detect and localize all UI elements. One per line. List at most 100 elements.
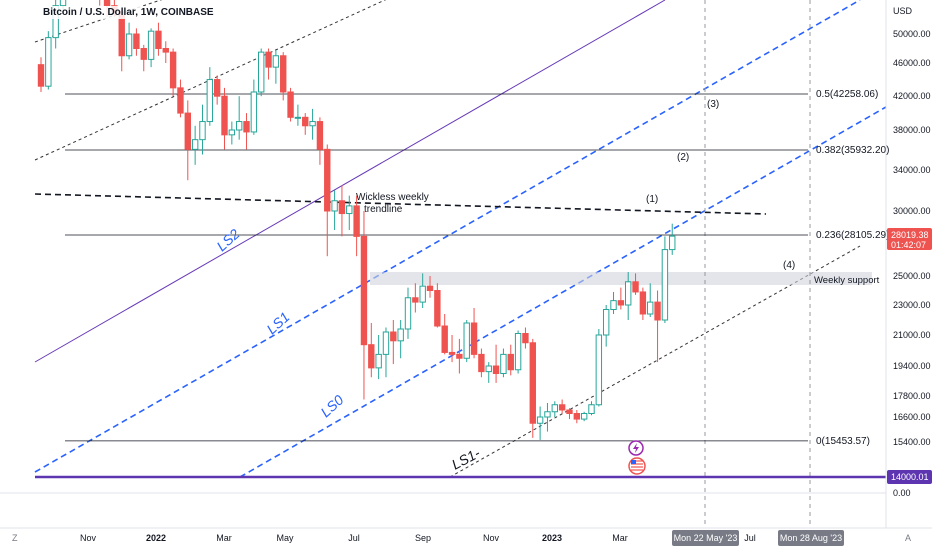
candle[interactable] [463,320,470,363]
candle[interactable] [588,401,595,416]
candle[interactable] [272,49,280,84]
candle[interactable] [331,190,338,231]
candle[interactable] [397,320,404,359]
y-tick-label: 15400.00 [893,437,931,447]
candle[interactable] [97,0,102,6]
candle[interactable] [602,305,610,347]
candle[interactable] [125,22,133,60]
candle[interactable] [522,327,529,349]
candle-body [213,79,221,97]
candle[interactable] [199,104,206,155]
candle[interactable] [250,79,258,135]
candle[interactable] [617,287,625,310]
candle[interactable] [221,87,228,150]
candle[interactable] [309,108,316,140]
candle[interactable] [551,401,558,417]
candle[interactable] [492,344,500,383]
candle-body [536,416,544,424]
candle[interactable] [162,41,169,63]
candle[interactable] [302,113,309,135]
candle[interactable] [258,48,265,97]
candle[interactable] [647,283,654,317]
y-tick-label: 25000.00 [893,271,931,281]
candle[interactable] [573,410,581,424]
y-tick-label: 50000.00 [893,29,931,39]
candle[interactable] [191,125,199,165]
candle-body [235,121,243,131]
candle[interactable] [37,57,45,92]
candle-body [529,342,536,424]
candle[interactable] [514,330,522,374]
candle[interactable] [529,338,536,438]
candle-body [52,5,59,39]
candle[interactable] [470,308,478,359]
candle[interactable] [353,195,360,257]
candle[interactable] [419,273,426,308]
candle[interactable] [544,403,551,432]
y-tick-label: 17800.00 [893,391,931,401]
candle[interactable] [478,348,485,378]
candle[interactable] [595,329,603,407]
lightning-icon[interactable] [628,440,644,456]
y-tick-label: 46000.00 [893,58,931,68]
fib-level-label-1: 0.382(35932.20) [816,145,889,156]
candle[interactable] [235,96,243,140]
y-tick-label: 19400.00 [893,361,931,371]
us-flag-icon[interactable] [628,457,646,475]
candle[interactable] [426,276,434,298]
candle[interactable] [390,320,397,365]
candle[interactable] [324,144,331,257]
candle[interactable] [669,223,676,255]
candle-body [580,413,588,420]
candle[interactable] [265,48,272,80]
candle[interactable] [610,291,617,314]
candle[interactable] [316,117,324,165]
candle[interactable] [169,48,177,97]
candle[interactable] [661,236,669,323]
candle[interactable] [632,273,639,295]
candle[interactable] [412,283,419,313]
candle-body [37,64,45,87]
candle[interactable] [434,283,441,328]
candle[interactable] [228,121,236,145]
candle[interactable] [133,28,140,56]
candle[interactable] [654,290,661,363]
candle[interactable] [368,323,375,378]
candle[interactable] [500,348,507,378]
candle[interactable] [243,113,250,150]
weekly-support-zone [370,272,872,285]
candle[interactable] [566,408,573,420]
time-marker-2[interactable]: Mon 28 Aug '23 [778,530,844,546]
candle[interactable] [213,75,221,105]
candle-body [177,87,184,114]
candle[interactable] [404,287,412,339]
candle[interactable] [147,28,155,68]
candle[interactable] [206,67,214,126]
candle[interactable] [536,406,544,440]
candle[interactable] [177,79,184,118]
candle[interactable] [382,327,390,378]
candle[interactable] [441,314,448,355]
candle[interactable] [558,399,566,414]
candle[interactable] [45,31,52,90]
candle[interactable] [625,272,632,320]
candle[interactable] [346,195,353,231]
candle[interactable] [639,287,647,320]
candle[interactable] [184,100,192,181]
time-marker-1[interactable]: Mon 22 May '23 [672,530,739,546]
candle[interactable] [580,411,588,422]
candle[interactable] [287,87,294,122]
candle[interactable] [456,338,463,374]
candle[interactable] [375,335,382,380]
candle[interactable] [155,22,162,56]
candle[interactable] [448,335,456,363]
candle[interactable] [485,362,492,383]
candle[interactable] [140,44,147,72]
candle[interactable] [280,52,287,101]
candle[interactable] [338,185,346,237]
candle[interactable] [294,104,302,126]
x-tick-label: 2023 [542,533,562,543]
candle[interactable] [360,211,368,400]
candle[interactable] [507,344,514,376]
